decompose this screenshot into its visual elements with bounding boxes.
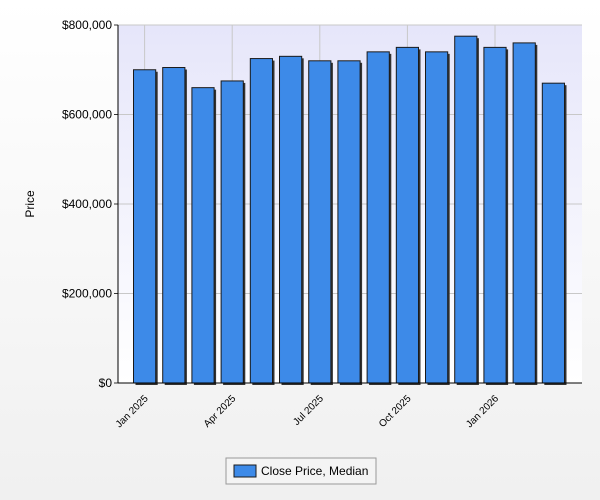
y-tick-label: $200,000	[62, 287, 112, 301]
bar	[366, 51, 390, 384]
bar	[191, 87, 215, 384]
y-axis-label: Price	[23, 190, 37, 218]
legend-swatch	[233, 464, 257, 478]
bar	[249, 58, 273, 384]
bar	[220, 80, 244, 384]
bar	[541, 82, 565, 384]
bar	[337, 60, 361, 384]
bar	[133, 69, 157, 384]
bar	[425, 51, 449, 384]
legend-label: Close Price, Median	[261, 464, 368, 478]
legend: Close Price, Median	[225, 457, 377, 485]
y-tick-label: $400,000	[62, 197, 112, 211]
bar	[454, 35, 478, 384]
bar	[483, 46, 507, 384]
bar	[395, 46, 419, 384]
y-tick-label: $600,000	[62, 108, 112, 122]
bar	[308, 60, 332, 384]
bar	[512, 42, 536, 384]
y-tick-label: $800,000	[62, 18, 112, 32]
bar	[279, 55, 303, 384]
bar	[162, 67, 186, 384]
y-tick-label: $0	[99, 376, 113, 390]
